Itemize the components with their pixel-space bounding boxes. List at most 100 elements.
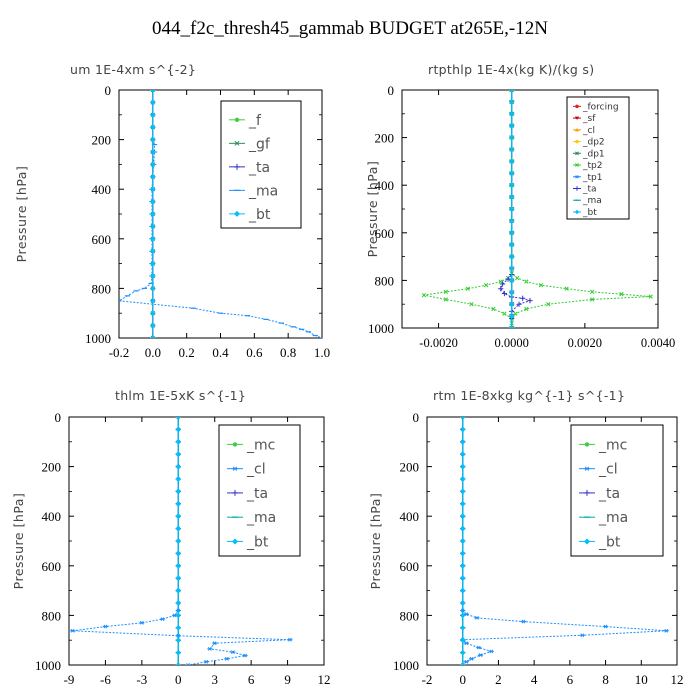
legend: _mc _cl _ta _ma _bt	[218, 424, 301, 557]
data-point-bt	[175, 426, 181, 432]
data-point-bt	[460, 476, 466, 482]
legend-label: _tp1	[582, 173, 602, 183]
data-point-tp2	[546, 302, 551, 307]
y-tick-label: 1000	[393, 658, 419, 673]
data-point-cl	[663, 628, 669, 633]
data-point-bt	[175, 476, 181, 482]
data-point-bt	[509, 218, 515, 224]
data-point-bt	[460, 488, 466, 494]
y-tick-label: 1000	[85, 331, 111, 346]
legend-item-ta: _ta	[579, 486, 620, 502]
x-tick-label: 0	[459, 672, 466, 687]
data-point-bt	[175, 588, 181, 594]
data-point-bt	[460, 439, 466, 445]
x-tick-label: 10	[635, 672, 648, 687]
legend-label: _sf	[582, 114, 596, 124]
data-point-bt	[460, 575, 466, 581]
panel-title: um 1E-4xm s^{-2}	[70, 62, 196, 77]
data-point-bt	[509, 123, 515, 129]
y-tick-label: 400	[375, 178, 395, 193]
data-point-bt	[175, 600, 181, 606]
data-point-tp2_neg	[502, 311, 507, 316]
data-point-bt	[175, 451, 181, 457]
legend-item-ma: _ma	[579, 510, 628, 526]
legend-label: _bt	[246, 534, 269, 550]
legend-label: _tp2	[582, 161, 602, 171]
data-point-tp2	[589, 289, 595, 294]
data-point-bt	[460, 451, 466, 457]
data-point-cl	[102, 624, 109, 629]
legend-item-mc: _mc	[227, 437, 275, 453]
data-point-bt	[509, 170, 515, 176]
legend-item-mc: _mc	[579, 437, 627, 453]
y-tick-label: 800	[92, 281, 112, 296]
legend-label: _bt	[582, 208, 597, 218]
legend-label: _dp2	[582, 138, 605, 148]
legend-item-bt: _bt	[579, 534, 621, 550]
data-point-tp2	[524, 306, 529, 312]
data-point-bt	[150, 248, 156, 254]
data-point-bt	[460, 426, 466, 432]
y-tick-label: 0	[388, 83, 395, 98]
legend-label: _ta	[248, 160, 270, 176]
x-tick-label: -9	[64, 672, 75, 687]
data-point-cl	[520, 619, 527, 624]
legend-item-dp1: _dp1	[573, 149, 605, 159]
data-point-bt	[460, 563, 466, 569]
data-point-cl	[476, 645, 482, 650]
legend-label: _ta	[246, 486, 268, 502]
data-point-bt	[509, 182, 515, 188]
legend-label: _bt	[598, 534, 621, 550]
data-point-bt	[460, 538, 466, 544]
y-tick-label: 400	[92, 182, 112, 197]
y-tick-label: 0	[105, 83, 112, 98]
chart-panel-3: thlm 1E-5xK s^{-1} Pressure [hPa] 0 200 400 6…	[11, 388, 331, 687]
data-point-ta	[505, 276, 511, 282]
data-point-bt	[175, 662, 181, 665]
x-tick-label: 0.0020	[568, 336, 602, 350]
data-point-cl	[463, 641, 469, 646]
legend-item-cl: _cl	[579, 462, 618, 478]
x-tick-label: 0.0040	[641, 336, 675, 350]
data-point-tp2_neg	[483, 282, 489, 288]
legend-item-tp2: _tp2	[573, 161, 602, 171]
data-point-bt	[175, 501, 181, 507]
data-point-bt	[150, 186, 156, 192]
data-point-bt	[460, 612, 466, 618]
data-point-cl	[139, 620, 145, 625]
data-point-bt	[175, 526, 181, 532]
legend: _forcing _sf _cl _dp2_dp1 _tp2 _tp1 _ta_ma _bt	[566, 96, 630, 220]
legend-item-ta: _ta	[573, 185, 597, 195]
legend-label: _ma	[248, 183, 278, 199]
data-point-ta	[499, 281, 506, 287]
data-point-bt	[150, 323, 156, 329]
data-point-bt	[460, 637, 466, 643]
data-point-tp2_neg	[443, 297, 449, 302]
data-point-bt	[150, 285, 156, 291]
chart-panel-1: um 1E-4xm s^{-2} Pressure [hPa] 0 200 400 600…	[14, 62, 330, 360]
data-point-bt	[460, 600, 466, 606]
data-point-bt	[509, 289, 515, 295]
data-point-cl	[212, 641, 218, 646]
x-tick-label: 12	[671, 672, 684, 687]
data-point-tp2_neg	[469, 302, 474, 307]
data-point-bt	[150, 112, 156, 118]
data-point-cl	[488, 649, 494, 654]
data-point-bt	[175, 637, 181, 643]
y-tick-label: 600	[92, 232, 112, 247]
legend-label: _cl	[582, 126, 595, 136]
data-point-ta	[498, 286, 504, 292]
y-axis-label: Pressure [hPa]	[14, 166, 29, 263]
x-tick-label: 3	[211, 672, 218, 687]
data-point-tp2_neg	[498, 279, 503, 284]
data-point-bt	[150, 149, 156, 155]
data-point-ta	[520, 295, 526, 301]
data-point-tp2	[515, 275, 520, 281]
y-tick-label: 200	[375, 131, 395, 146]
data-point-bt	[509, 301, 515, 307]
data-point-bt	[460, 464, 466, 470]
data-point-bt	[460, 662, 466, 665]
data-point-cl	[474, 615, 480, 620]
legend-item-bt: _bt	[573, 208, 597, 218]
data-point-bt	[150, 335, 156, 338]
